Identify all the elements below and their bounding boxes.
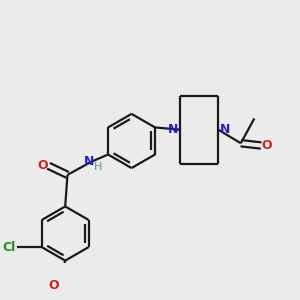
Text: N: N [83, 155, 94, 168]
Text: O: O [37, 159, 48, 172]
Text: N: N [220, 123, 230, 136]
Text: H: H [94, 162, 102, 172]
Text: O: O [49, 279, 59, 292]
Text: O: O [262, 139, 272, 152]
Text: Cl: Cl [2, 241, 15, 254]
Text: N: N [168, 123, 178, 136]
